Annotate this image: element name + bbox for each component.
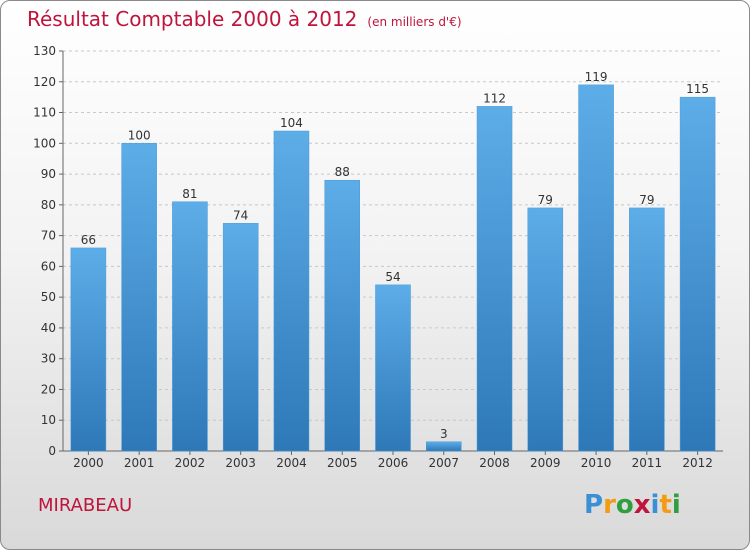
- bar: [70, 247, 107, 452]
- logo-letter: o: [615, 490, 634, 520]
- value-label: 79: [639, 193, 654, 207]
- labels: 66 100 81 74 104 88 54 3 112 79 119 79 115: [81, 70, 709, 441]
- y-tick-label: 130: [33, 44, 56, 58]
- y-tick-label: 100: [33, 136, 56, 150]
- x-tick-label: 2010: [581, 456, 612, 470]
- logo-letter: r: [603, 490, 616, 520]
- value-label: 74: [233, 208, 248, 222]
- logo-letter: P: [584, 490, 604, 520]
- bar: [375, 284, 411, 452]
- bar: [172, 201, 208, 452]
- y-tick-label: 60: [41, 259, 56, 273]
- bar: [578, 84, 614, 452]
- bar: [426, 441, 462, 452]
- bars: [70, 84, 716, 452]
- x-tick-label: 2002: [175, 456, 206, 470]
- logo-letter: i: [650, 490, 660, 520]
- commune-name: MIRABEAU: [38, 495, 133, 516]
- bar: [121, 143, 157, 452]
- value-label: 66: [81, 233, 96, 247]
- x-tick-label: 2011: [632, 456, 663, 470]
- y-tick-label: 10: [41, 413, 56, 427]
- value-label: 88: [335, 165, 350, 179]
- value-label: 54: [385, 270, 400, 284]
- value-label: 115: [686, 82, 709, 96]
- value-label: 79: [538, 193, 553, 207]
- y-tick-label: 30: [41, 352, 56, 366]
- logo-letter: t: [659, 490, 672, 520]
- value-label: 3: [440, 427, 448, 441]
- y-tick-label: 70: [41, 229, 56, 243]
- bar: [629, 207, 665, 452]
- x-tick-label: 2008: [479, 456, 510, 470]
- y-tick-label: 0: [48, 444, 56, 458]
- y-tick-label: 80: [41, 198, 56, 212]
- title-main: Résultat Comptable 2000 à 2012: [27, 7, 358, 31]
- x-tick-label: 2003: [225, 456, 256, 470]
- value-label: 81: [182, 187, 197, 201]
- y-tick-label: 50: [41, 290, 56, 304]
- x-tick-label: 2001: [124, 456, 155, 470]
- value-label: 100: [128, 128, 151, 142]
- x-tick-label: 2006: [378, 456, 409, 470]
- y-tick-label: 110: [33, 106, 56, 120]
- proxiti-logo: Proxiti: [584, 490, 681, 520]
- x-tick-label: 2012: [682, 456, 713, 470]
- bar: [476, 106, 513, 452]
- logo-letter: x: [633, 490, 651, 520]
- y-tick-label: 40: [41, 321, 56, 335]
- y-tick-label: 90: [41, 167, 56, 181]
- value-label: 104: [280, 116, 303, 130]
- bar: [324, 179, 360, 452]
- x-tick-label: 2004: [276, 456, 307, 470]
- x-tick-label: 2005: [327, 456, 358, 470]
- value-label: 112: [483, 91, 506, 105]
- y-tick-label: 20: [41, 382, 56, 396]
- x-tick-label: 2009: [530, 456, 561, 470]
- x-tick-label: 2000: [73, 456, 104, 470]
- bar: [222, 223, 259, 452]
- bar: [679, 96, 716, 452]
- y-tick-label: 120: [33, 75, 56, 89]
- x-tick-label: 2007: [428, 456, 459, 470]
- bar: [273, 130, 310, 452]
- value-label: 119: [585, 70, 608, 84]
- title-unit: (en milliers d'€): [367, 15, 462, 29]
- chart-title: Résultat Comptable 2000 à 2012 (en millie…: [27, 7, 462, 31]
- logo-letter: i: [671, 490, 681, 520]
- bar: [527, 207, 564, 452]
